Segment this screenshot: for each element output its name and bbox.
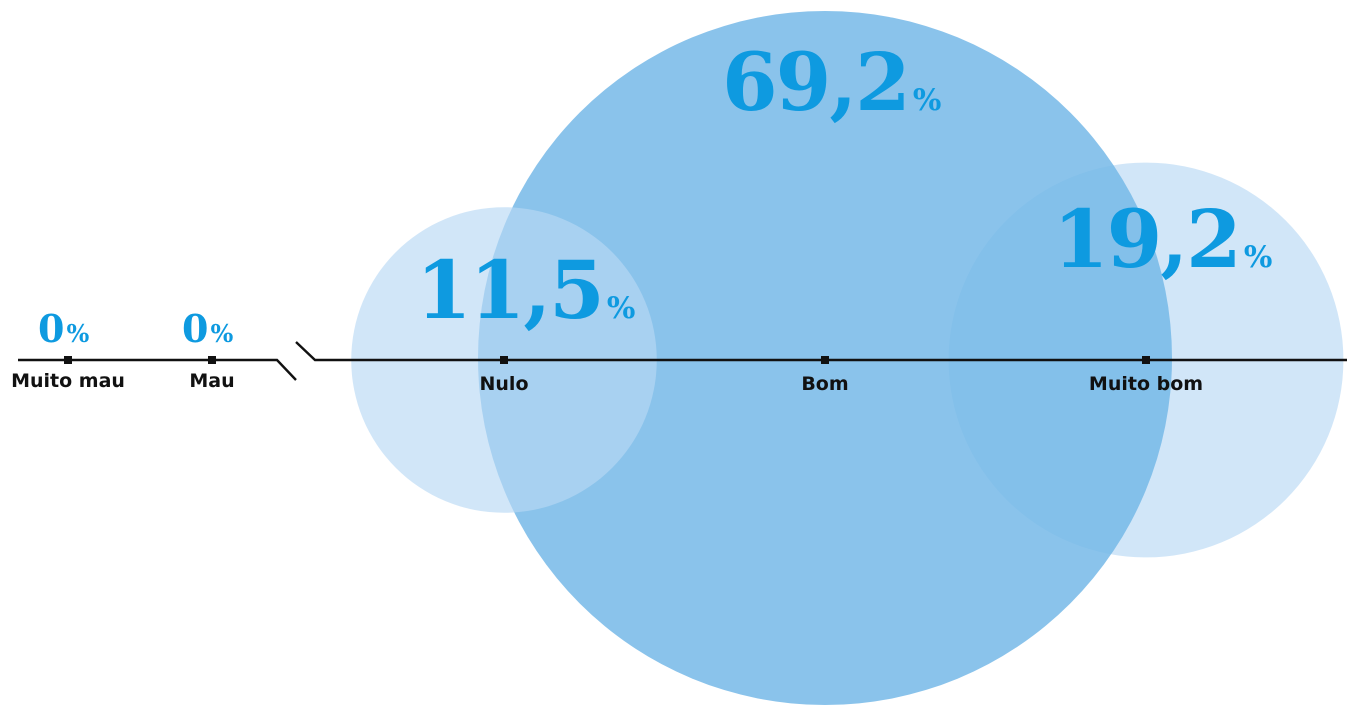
value-label-mau: 0% [182, 306, 233, 351]
tick-bom [821, 356, 829, 364]
value-label-muito-bom: 19,2% [1053, 192, 1272, 286]
axis-line-left [18, 358, 297, 381]
category-label-nulo: Nulo [480, 373, 529, 395]
value-label-bom: 69,2% [722, 35, 941, 129]
value-label-nulo: 11,5% [416, 243, 635, 337]
tick-nulo [500, 356, 508, 364]
axis-line-right [295, 341, 1347, 362]
value-label-muito-mau: 0% [38, 306, 89, 351]
category-label-muito-mau: Muito mau [11, 370, 125, 392]
value-labels-layer: 0% 0% 11,5 % 69,2 % 19,2% [38, 35, 1272, 351]
category-labels-layer: Muito mau Mau Nulo Bom Muito bom [11, 370, 1203, 395]
tick-mau [208, 356, 216, 364]
tick-muito-bom [1142, 356, 1150, 364]
category-label-bom: Bom [801, 373, 848, 395]
category-label-mau: Mau [189, 370, 234, 392]
tick-muito-mau [64, 356, 72, 364]
category-label-muito-bom: Muito bom [1089, 373, 1203, 395]
ticks-layer [64, 356, 1150, 364]
